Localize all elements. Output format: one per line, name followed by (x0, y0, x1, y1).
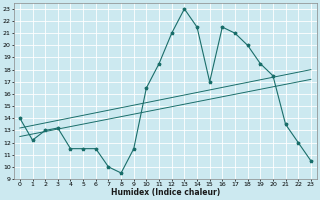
X-axis label: Humidex (Indice chaleur): Humidex (Indice chaleur) (111, 188, 220, 197)
